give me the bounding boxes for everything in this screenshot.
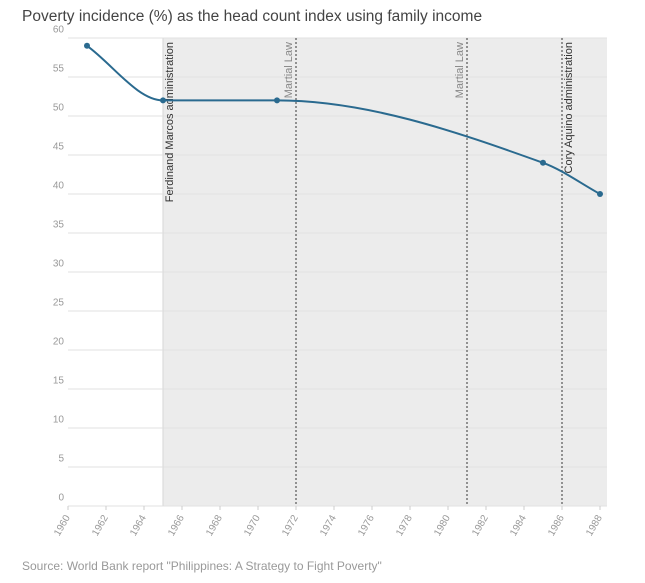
annotation-label: Ferdinand Marcos administration	[164, 42, 176, 202]
data-line	[86, 44, 601, 195]
y-tick-label: 35	[53, 220, 65, 231]
x-tick-label: 1964	[128, 513, 149, 538]
y-tick-label: 30	[53, 259, 65, 270]
x-tick-label: 1988	[584, 513, 605, 538]
data-point	[597, 191, 603, 197]
y-tick-label: 25	[53, 298, 65, 309]
y-tick-label: 55	[53, 64, 65, 75]
y-tick-label: 45	[53, 142, 65, 153]
x-tick-label: 1986	[546, 513, 567, 538]
y-tick-label: 15	[53, 376, 65, 387]
data-point	[160, 97, 166, 104]
y-tick-label: 20	[53, 337, 65, 348]
y-tick-label: 50	[53, 103, 65, 114]
annotation-label: Cory Aquino administration	[563, 42, 575, 173]
x-tick-label: 1970	[242, 513, 263, 538]
y-tick-label: 10	[53, 415, 65, 426]
x-tick-label: 1982	[470, 513, 491, 538]
source-note: Source: World Bank report "Philippines: …	[22, 559, 382, 573]
chart-title: Poverty incidence (%) as the head count …	[22, 8, 482, 25]
annotation-label: Martial Law	[454, 42, 466, 98]
y-tick-label: 0	[58, 493, 64, 504]
x-tick-label: 1978	[394, 513, 415, 538]
y-tick-label: 60	[53, 25, 65, 36]
x-tick-label: 1976	[356, 513, 377, 538]
annotation-label: Martial Law	[283, 42, 295, 98]
data-point	[84, 42, 90, 49]
x-tick-label: 1984	[508, 513, 529, 538]
x-tick-label: 1968	[204, 513, 225, 538]
x-tick-label: 1960	[52, 513, 73, 538]
y-tick-label: 40	[53, 181, 65, 192]
x-tick-label: 1966	[166, 513, 187, 538]
data-point	[274, 97, 280, 104]
x-tick-label: 1962	[90, 513, 111, 538]
data-point	[540, 159, 546, 166]
x-tick-label: 1972	[280, 513, 301, 538]
x-tick-label: 1974	[318, 513, 339, 538]
x-tick-label: 1980	[432, 513, 453, 538]
y-tick-label: 5	[58, 454, 64, 465]
